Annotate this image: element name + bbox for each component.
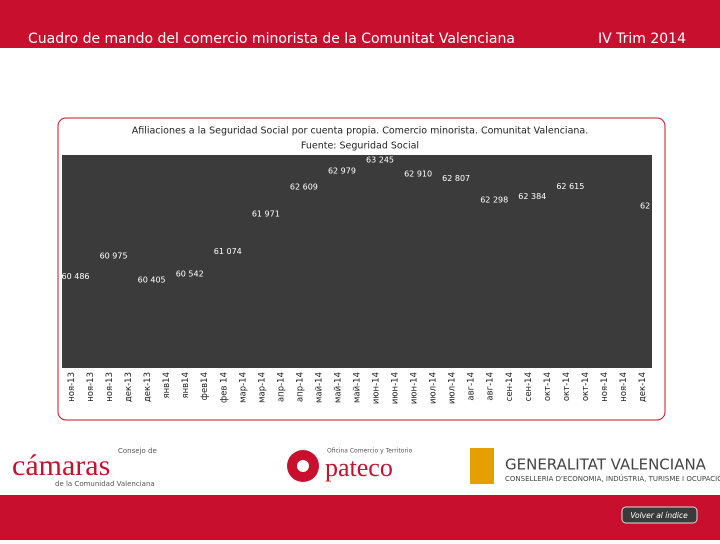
- data-label: 60 486: [62, 272, 90, 281]
- x-tick-label: авг-14: [486, 372, 496, 401]
- data-label: 62 384: [518, 192, 546, 201]
- x-tick-label: ноя-13: [86, 372, 96, 402]
- back-button-label[interactable]: Volver al índice: [630, 511, 688, 520]
- logo-text: pateco: [325, 453, 393, 482]
- x-tick-label: дек-14: [638, 372, 648, 402]
- data-label: 60 542: [176, 270, 204, 279]
- logo-text: GENERALITAT VALENCIANA: [505, 456, 707, 474]
- x-tick-label: апр-14: [295, 372, 305, 402]
- x-tick-label: ноя-14: [619, 372, 629, 402]
- x-tick-label: май-14: [353, 372, 363, 403]
- x-tick-label: янв14: [181, 372, 191, 399]
- logo-text: CONSELLERIA D'ECONOMIA, INDÚSTRIA, TURIS…: [505, 474, 720, 483]
- x-tick-label: фев 14: [219, 372, 229, 403]
- x-tick-label: апр-14: [276, 372, 286, 402]
- data-label: 62 979: [328, 167, 356, 176]
- x-tick-label: июн-14: [410, 372, 420, 404]
- data-label: 62 609: [290, 182, 318, 191]
- data-label: 62 298: [480, 196, 508, 205]
- x-tick-label: май-14: [314, 372, 324, 403]
- x-tick-label: июл-14: [448, 372, 458, 404]
- data-label: 60 405: [138, 276, 166, 285]
- header-period: IV Trim 2014: [598, 31, 686, 47]
- x-tick-label: дек-13: [124, 372, 134, 402]
- header-bar: [0, 0, 720, 48]
- logo-text: Oficina Comercio y Territorio: [327, 448, 413, 455]
- data-label: 61 971: [252, 209, 280, 218]
- plot-labels: 60 486 60 975 60 405 60 542 61 074 61 971 62 6…: [62, 156, 650, 285]
- data-label: 62 910: [404, 170, 432, 179]
- logo-icon: [297, 460, 309, 472]
- x-tick-label: июн-14: [391, 372, 401, 404]
- x-tick-label: ноя-14: [600, 372, 610, 402]
- x-axis: ноя-13 ноя-13 ноя-13 дек-13 дек-13 янв14 янв14…: [67, 372, 648, 404]
- x-tick-label: июл-14: [429, 372, 439, 404]
- data-label: 61 074: [214, 247, 242, 256]
- logo-text: de la Comunidad Valenciana: [55, 480, 155, 488]
- x-tick-label: ноя-13: [67, 372, 77, 402]
- x-tick-label: дек-13: [143, 372, 153, 402]
- data-label: 62 615: [556, 182, 584, 191]
- x-tick-label: июн-14: [372, 372, 382, 404]
- x-tick-label: авг-14: [467, 372, 477, 401]
- x-tick-label: май-14: [333, 372, 343, 403]
- x-tick-label: окт-14: [562, 372, 572, 401]
- data-label: 62 807: [442, 174, 470, 183]
- header-title: Cuadro de mando del comercio minorista d…: [28, 31, 515, 47]
- x-tick-label: сен-14: [524, 372, 534, 401]
- chart-subtitle: Fuente: Seguridad Social: [301, 141, 419, 152]
- x-tick-label: окт-14: [543, 372, 553, 401]
- chart-title: Afiliaciones a la Seguridad Social por c…: [132, 126, 589, 137]
- x-tick-label: сен-14: [505, 372, 515, 401]
- x-tick-label: мар-14: [238, 372, 248, 403]
- logo-icon: [470, 448, 494, 484]
- x-tick-label: фев14: [200, 372, 210, 400]
- data-label: 63 245: [366, 156, 394, 165]
- logo-text: Consejo de: [118, 447, 157, 455]
- data-label: 60 975: [100, 251, 128, 260]
- x-tick-label: янв14: [162, 372, 172, 399]
- x-tick-label: окт-14: [581, 372, 591, 401]
- footer-bar: [0, 495, 720, 540]
- x-tick-label: мар-14: [257, 372, 267, 403]
- logo-text: cámaras: [12, 449, 110, 482]
- back-button[interactable]: [621, 506, 698, 524]
- plot-area: [62, 155, 652, 368]
- annotation: 62: [640, 202, 650, 211]
- x-tick-label: ноя-13: [105, 372, 115, 402]
